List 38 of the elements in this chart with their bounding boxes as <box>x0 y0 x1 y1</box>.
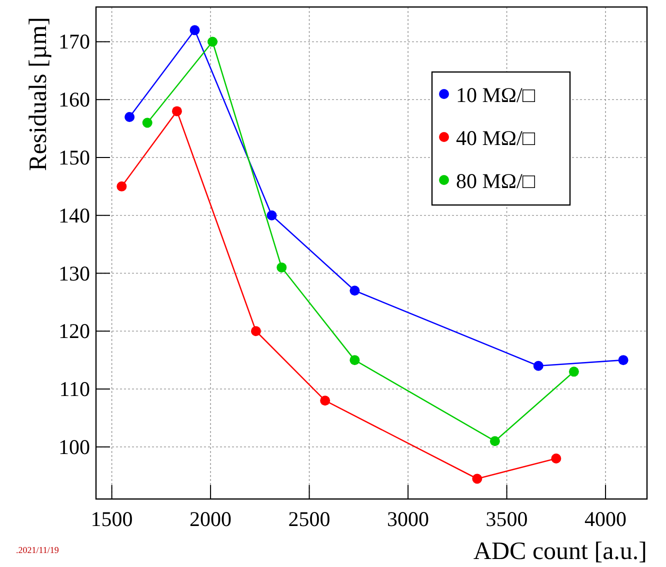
x-tick-label: 3500 <box>486 507 528 531</box>
text: .2021/11/19 <box>16 545 60 555</box>
point <box>116 181 127 192</box>
x-tick-label: 2000 <box>190 507 232 531</box>
legend-label: 80 MΩ/□ <box>456 169 536 193</box>
y-tick-label: 170 <box>58 30 90 54</box>
point <box>533 360 544 371</box>
x-tick-label: 1500 <box>90 507 133 531</box>
point <box>172 106 182 116</box>
point <box>568 366 579 377</box>
x-tick-label: 3000 <box>387 507 430 531</box>
x-axis-title: ADC count [a.u.] <box>473 538 647 565</box>
point <box>350 355 360 366</box>
point <box>142 118 152 128</box>
y-tick-label: 120 <box>58 319 90 344</box>
point <box>551 453 562 464</box>
legend-label: 40 MΩ/□ <box>456 126 536 150</box>
x-tick-label: 4000 <box>584 507 627 531</box>
point <box>266 210 277 220</box>
point <box>618 355 628 366</box>
y-axis-title: Residuals [µm] <box>25 17 52 171</box>
y-tick-label: 150 <box>58 145 90 170</box>
legend-label: 10 MΩ/□ <box>456 83 536 107</box>
point <box>472 474 482 484</box>
point <box>490 436 500 446</box>
x-tick-label: 2500 <box>288 507 330 531</box>
y-tick-label: 130 <box>58 261 90 286</box>
point <box>350 286 360 296</box>
point <box>276 262 287 272</box>
y-tick-label: 160 <box>58 88 90 112</box>
point <box>208 36 218 47</box>
point <box>190 25 200 36</box>
point <box>250 326 261 336</box>
y-tick-label: 110 <box>59 377 90 402</box>
point <box>124 112 135 122</box>
y-tick-label: 100 <box>58 434 90 459</box>
point <box>320 396 330 406</box>
y-tick-label: 140 <box>58 203 90 228</box>
